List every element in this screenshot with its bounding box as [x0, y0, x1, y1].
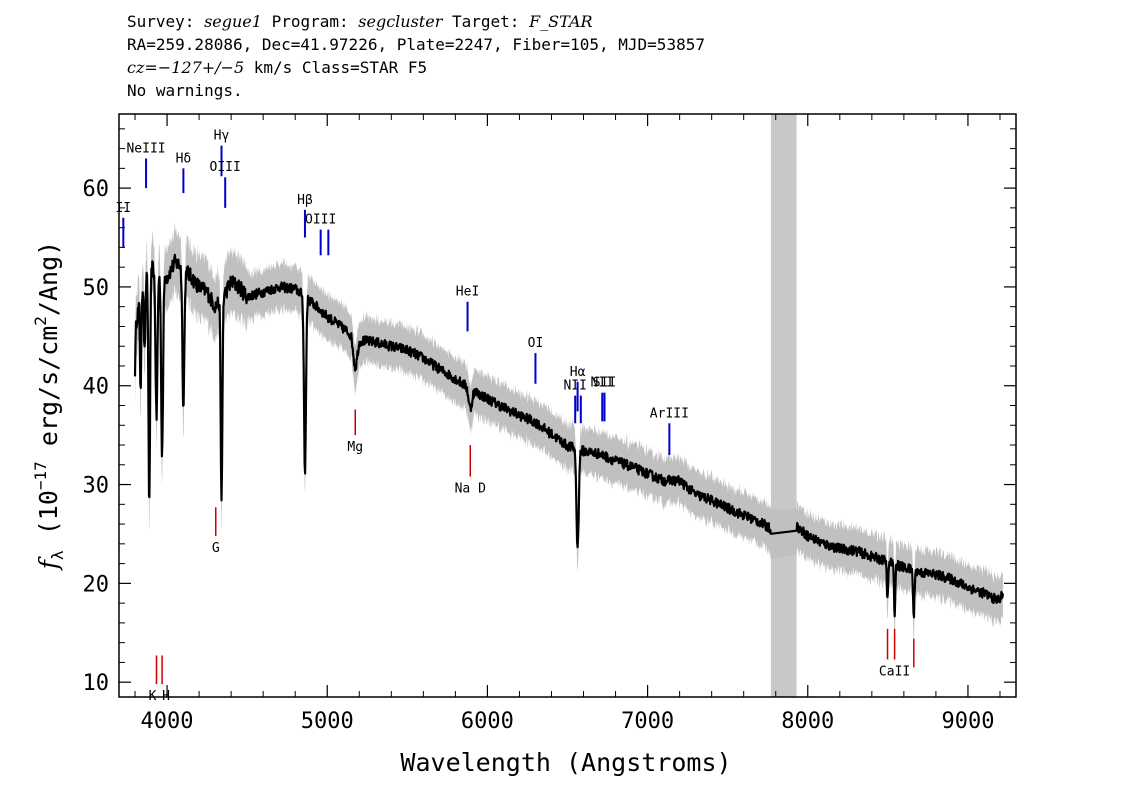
y-axis-label-exponent: −17 — [31, 461, 50, 490]
emission-line-label: HeI — [456, 285, 479, 300]
spectrum-header: Survey: segue1 Program: segcluster Targe… — [127, 10, 705, 102]
y-tick-label: 30 — [83, 474, 110, 499]
emission-line-label: Hβ — [297, 193, 313, 208]
y-axis-label-squared: 2 — [31, 316, 50, 326]
x-tick-label: 6000 — [461, 709, 514, 734]
y-axis-label: fλ (10−17 erg/s/cm2/Ang) — [31, 241, 67, 571]
cz-value: −127+/−5 — [157, 58, 245, 77]
target-value: F_STAR — [529, 12, 593, 31]
flux-error-band — [135, 221, 1003, 643]
x-tick-label: 5000 — [301, 709, 354, 734]
absorption-line-label: Mg — [347, 440, 363, 455]
y-tick-label: 50 — [83, 276, 110, 301]
x-tick-label: 8000 — [781, 709, 834, 734]
absorption-line-label: Na D — [455, 482, 486, 497]
line-markers-group: NeIIIHδHγOIIIHβOIIIIIHeIOINIIHαNIISIIArI… — [115, 129, 915, 704]
plot-frame — [118, 113, 1017, 698]
header-line-warnings: No warnings. — [127, 81, 243, 100]
y-tick-label: 40 — [83, 375, 110, 400]
y-axis-label-subscript: λ — [48, 550, 67, 560]
emission-line-label: NeIII — [126, 141, 165, 156]
emission-line-label: OI — [528, 336, 544, 351]
cz-class-text: km/s Class=STAR F5 — [244, 58, 428, 77]
emission-line-label: ArIII — [650, 406, 689, 421]
x-tick-label: 4000 — [141, 709, 194, 734]
target-label: Target: — [452, 12, 520, 31]
header-line-survey: Survey: segue1 Program: segcluster Targe… — [127, 10, 705, 33]
y-axis-label-symbol: f — [34, 556, 63, 571]
absorption-line-label: CaII — [879, 664, 910, 679]
emission-line-label: NII — [563, 379, 586, 394]
y-axis-label-units: erg/s/cm — [34, 326, 63, 461]
x-axis-label: Wavelength (Angstroms) — [400, 748, 731, 777]
y-axis-label-tail: /Ang) — [34, 241, 63, 316]
emission-line-label: OIII — [210, 160, 241, 175]
absorption-line-label: G — [212, 541, 220, 556]
header-line-coordinates: RA=259.28086, Dec=41.97226, Plate=2247, … — [127, 35, 705, 54]
masked-region-group — [770, 114, 797, 697]
emission-line-label: NII — [591, 376, 614, 391]
survey-label: Survey: — [127, 12, 195, 31]
emission-line-label: OIII — [305, 213, 336, 228]
emission-line-label: Hα — [570, 365, 586, 380]
header-line-redshift: cz=−127+/−5 km/s Class=STAR F5 — [127, 56, 705, 79]
y-tick-label: 20 — [83, 572, 110, 597]
x-tick-label: 9000 — [941, 709, 994, 734]
program-label: Program: — [271, 12, 349, 31]
flux-line — [133, 253, 1004, 619]
error-band-group — [135, 221, 1003, 643]
cz-label: cz= — [127, 58, 158, 77]
survey-value: segue1 — [204, 12, 262, 31]
emission-line-label: Hδ — [176, 151, 192, 166]
program-value: segcluster — [358, 12, 443, 31]
emission-line-label: SII — [593, 376, 616, 391]
y-tick-label: 60 — [83, 177, 110, 202]
axes-group: 4000 5000 6000 7000 8000 9000 10 20 30 40 50 60 — [83, 113, 1017, 734]
emission-line-label: Hγ — [214, 129, 230, 144]
masked-region — [770, 114, 797, 697]
y-axis-label-base: (10 — [34, 490, 63, 550]
y-tick-label: 10 — [83, 671, 110, 696]
x-tick-label: 7000 — [621, 709, 674, 734]
flux-line-group — [133, 253, 1004, 619]
